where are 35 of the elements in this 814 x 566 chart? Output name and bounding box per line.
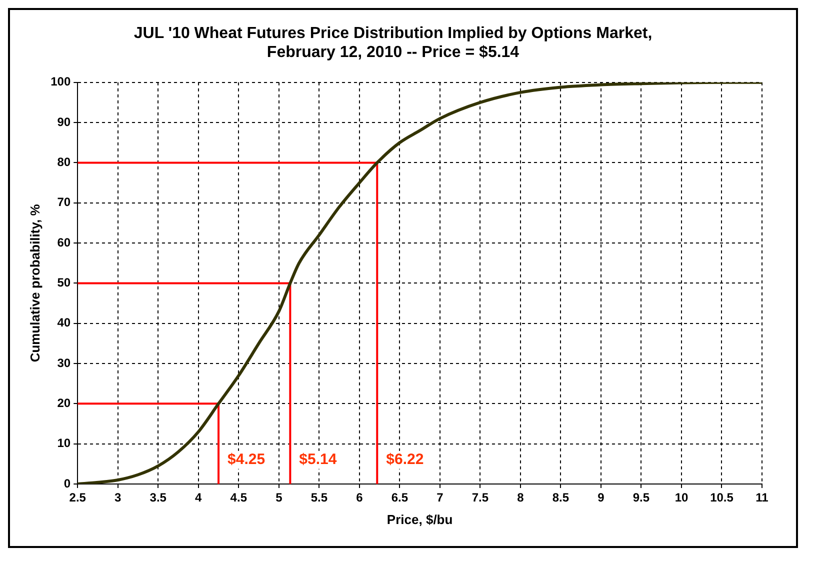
chart-title: JUL '10 Wheat Futures Price Distribution Implied by Options Market, February 12, 2010 -- Price = $5.14	[134, 25, 652, 62]
y-tick-label: 0	[64, 476, 71, 490]
y-tick-label: 10	[57, 436, 71, 450]
y-tick-label: 30	[57, 356, 71, 370]
x-tick-label: 9	[598, 490, 605, 505]
x-tick-label: 5.5	[310, 490, 328, 505]
y-tick-label: 70	[57, 195, 71, 210]
y-tick-label: 90	[57, 114, 71, 129]
x-tick-label: 11	[756, 490, 769, 505]
x-tick-label: 10	[674, 490, 688, 505]
x-tick-label: 7.5	[472, 490, 489, 505]
x-tick-label: 5	[276, 490, 283, 505]
x-tick-label: 2.5	[69, 490, 86, 505]
x-tick-label: 3.5	[150, 490, 167, 505]
y-tick-label: 50	[57, 276, 71, 290]
x-tick-label: 4.5	[230, 490, 248, 505]
y-tick-label: 60	[57, 235, 71, 250]
y-axis-title: Cumulative probability, %	[27, 204, 42, 362]
y-tick-label: 40	[57, 316, 71, 330]
x-tick-label: 6	[356, 490, 364, 505]
x-tick-label: 3	[114, 490, 122, 505]
x-tick-label: 10.5	[710, 490, 734, 505]
x-tick-label: 4	[195, 490, 202, 505]
x-tick-label: 9.5	[632, 490, 650, 505]
annotation: $4.25	[228, 451, 266, 468]
x-tick-label: 6.5	[391, 490, 408, 505]
x-axis-title: Price, $/bu	[386, 512, 453, 527]
annotation: $5.14	[299, 451, 338, 468]
x-tick-label: 8	[517, 490, 524, 505]
y-tick-label: 100	[50, 74, 71, 89]
x-tick-label: 7	[436, 490, 444, 505]
x-tick-label: 8.5	[552, 490, 570, 505]
y-tick-label: 20	[57, 396, 71, 410]
y-tick-label: 80	[57, 155, 71, 170]
annotation: $6.22	[386, 451, 424, 468]
